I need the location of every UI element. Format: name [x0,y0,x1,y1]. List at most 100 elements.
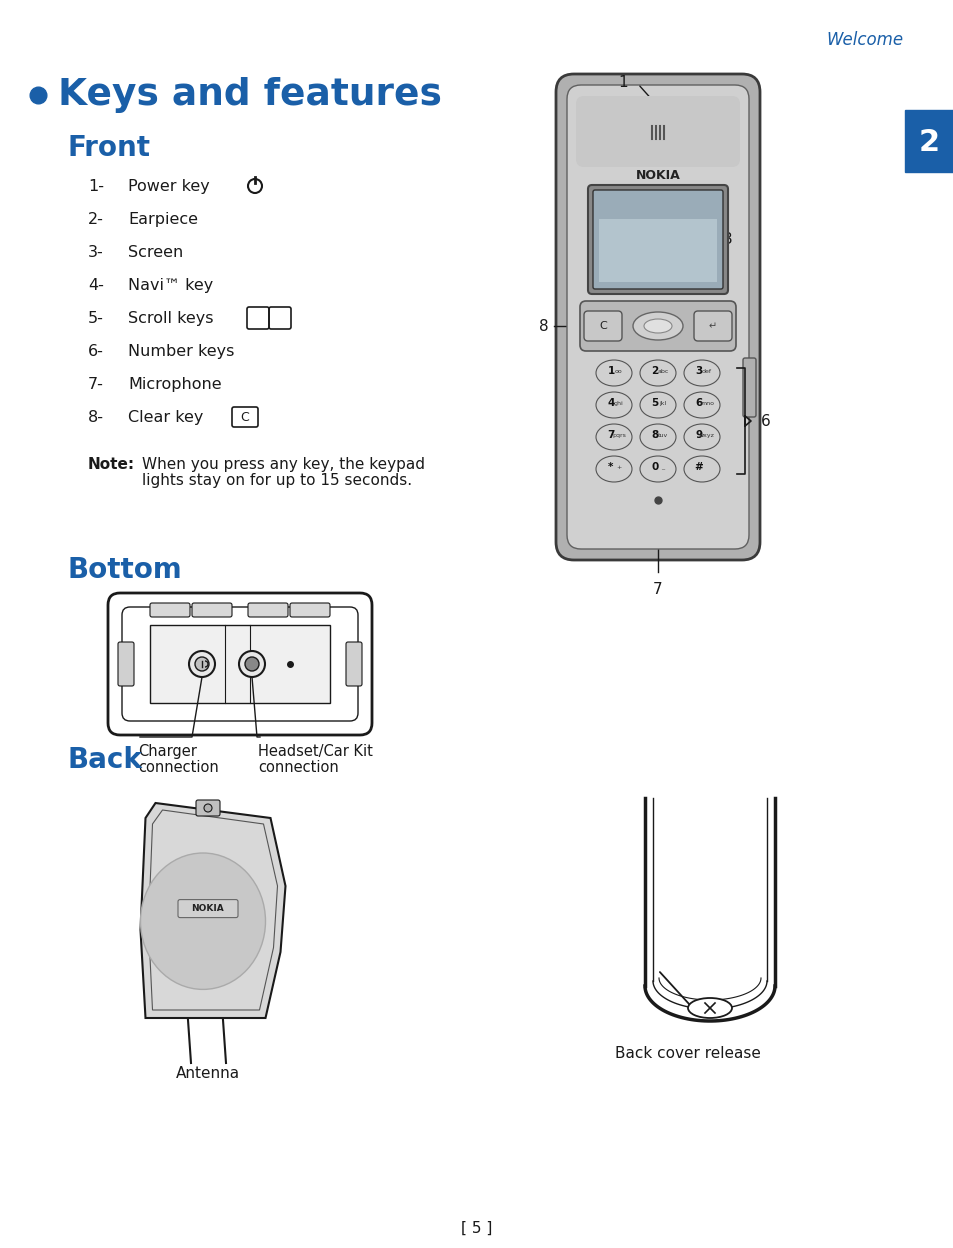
Text: C: C [240,411,249,423]
FancyBboxPatch shape [192,603,232,617]
Text: When you press any key, the keypad: When you press any key, the keypad [142,457,424,472]
FancyBboxPatch shape [195,800,220,816]
FancyBboxPatch shape [598,218,717,282]
Ellipse shape [140,852,265,990]
Text: ↵: ↵ [708,321,717,331]
Text: 8-: 8- [88,409,104,424]
FancyBboxPatch shape [566,85,748,549]
Ellipse shape [687,998,731,1018]
Text: 7-: 7- [88,377,104,392]
Text: Note:: Note: [88,457,135,472]
Text: jkl: jkl [659,401,666,406]
Ellipse shape [596,456,631,482]
FancyBboxPatch shape [248,603,288,617]
Text: 9: 9 [695,431,701,441]
FancyBboxPatch shape [178,900,237,917]
Text: oo: oo [615,368,622,373]
FancyBboxPatch shape [693,311,731,341]
Circle shape [204,804,212,812]
FancyBboxPatch shape [579,301,735,351]
Text: 8: 8 [538,318,548,333]
Text: NOKIA: NOKIA [192,904,224,914]
Ellipse shape [683,456,720,482]
Text: +: + [616,464,621,469]
FancyBboxPatch shape [583,311,621,341]
FancyBboxPatch shape [587,185,727,295]
FancyBboxPatch shape [346,641,361,686]
FancyBboxPatch shape [576,96,740,167]
Ellipse shape [683,359,720,386]
Text: 2: 2 [918,127,939,156]
Text: def: def [701,368,711,373]
Ellipse shape [639,424,676,451]
Text: Microphone: Microphone [128,377,221,392]
Ellipse shape [639,392,676,418]
Text: NOKIA: NOKIA [635,168,679,181]
Ellipse shape [643,319,671,333]
Ellipse shape [639,456,676,482]
Text: 5-: 5- [88,311,104,326]
Text: Front: Front [68,134,151,162]
Circle shape [194,656,209,671]
Text: 2: 2 [651,366,658,376]
Text: Clear key: Clear key [128,409,203,424]
Text: 1: 1 [618,75,627,90]
Text: 6: 6 [760,413,770,428]
Text: Charger: Charger [138,744,196,759]
Ellipse shape [596,392,631,418]
Text: 1-: 1- [88,178,104,193]
Ellipse shape [683,392,720,418]
Text: 2-: 2- [88,211,104,226]
Ellipse shape [596,359,631,386]
Text: Screen: Screen [128,245,183,260]
Text: Headset/Car Kit: Headset/Car Kit [257,744,373,759]
Text: 7: 7 [653,582,662,597]
FancyBboxPatch shape [118,641,133,686]
Text: 4: 4 [607,398,614,408]
Bar [150,625,330,703]
Text: Navi™ key: Navi™ key [128,277,213,292]
FancyBboxPatch shape [150,603,190,617]
Text: *: * [608,462,613,472]
Text: 1: 1 [607,366,614,376]
Circle shape [189,651,214,676]
Text: 6: 6 [695,398,702,408]
FancyBboxPatch shape [290,603,330,617]
Text: _: _ [660,464,664,469]
Text: 0: 0 [651,462,658,472]
Ellipse shape [639,359,676,386]
FancyBboxPatch shape [122,607,357,721]
Text: Antenna: Antenna [175,1066,240,1081]
Text: Welcome: Welcome [825,31,902,49]
Text: connection: connection [138,760,218,775]
Text: 3: 3 [695,366,702,376]
Text: 4: 4 [722,310,732,324]
Circle shape [245,656,258,671]
Polygon shape [140,802,285,1018]
Text: 2: 2 [722,130,732,145]
Text: Earpiece: Earpiece [128,211,198,226]
Text: connection: connection [257,760,338,775]
Text: 5: 5 [651,398,658,408]
Text: Power key: Power key [128,178,210,193]
Ellipse shape [596,424,631,451]
Text: Number keys: Number keys [128,343,234,358]
FancyBboxPatch shape [108,593,372,735]
Text: tuv: tuv [658,433,667,438]
Text: wxyz: wxyz [699,433,714,438]
FancyBboxPatch shape [742,358,755,417]
Text: ghi: ghi [614,401,623,406]
Text: 3-: 3- [88,245,104,260]
Text: #: # [694,462,702,472]
Text: 8: 8 [651,431,658,441]
Text: abc: abc [657,368,668,373]
Ellipse shape [683,424,720,451]
Text: 5: 5 [722,334,732,349]
Circle shape [239,651,265,676]
Bar [904,110,953,172]
Ellipse shape [633,312,682,339]
Text: 3: 3 [722,232,732,247]
Text: [ 5 ]: [ 5 ] [461,1221,492,1236]
Text: lights stay on for up to 15 seconds.: lights stay on for up to 15 seconds. [142,473,412,488]
Text: Bottom: Bottom [68,557,183,584]
